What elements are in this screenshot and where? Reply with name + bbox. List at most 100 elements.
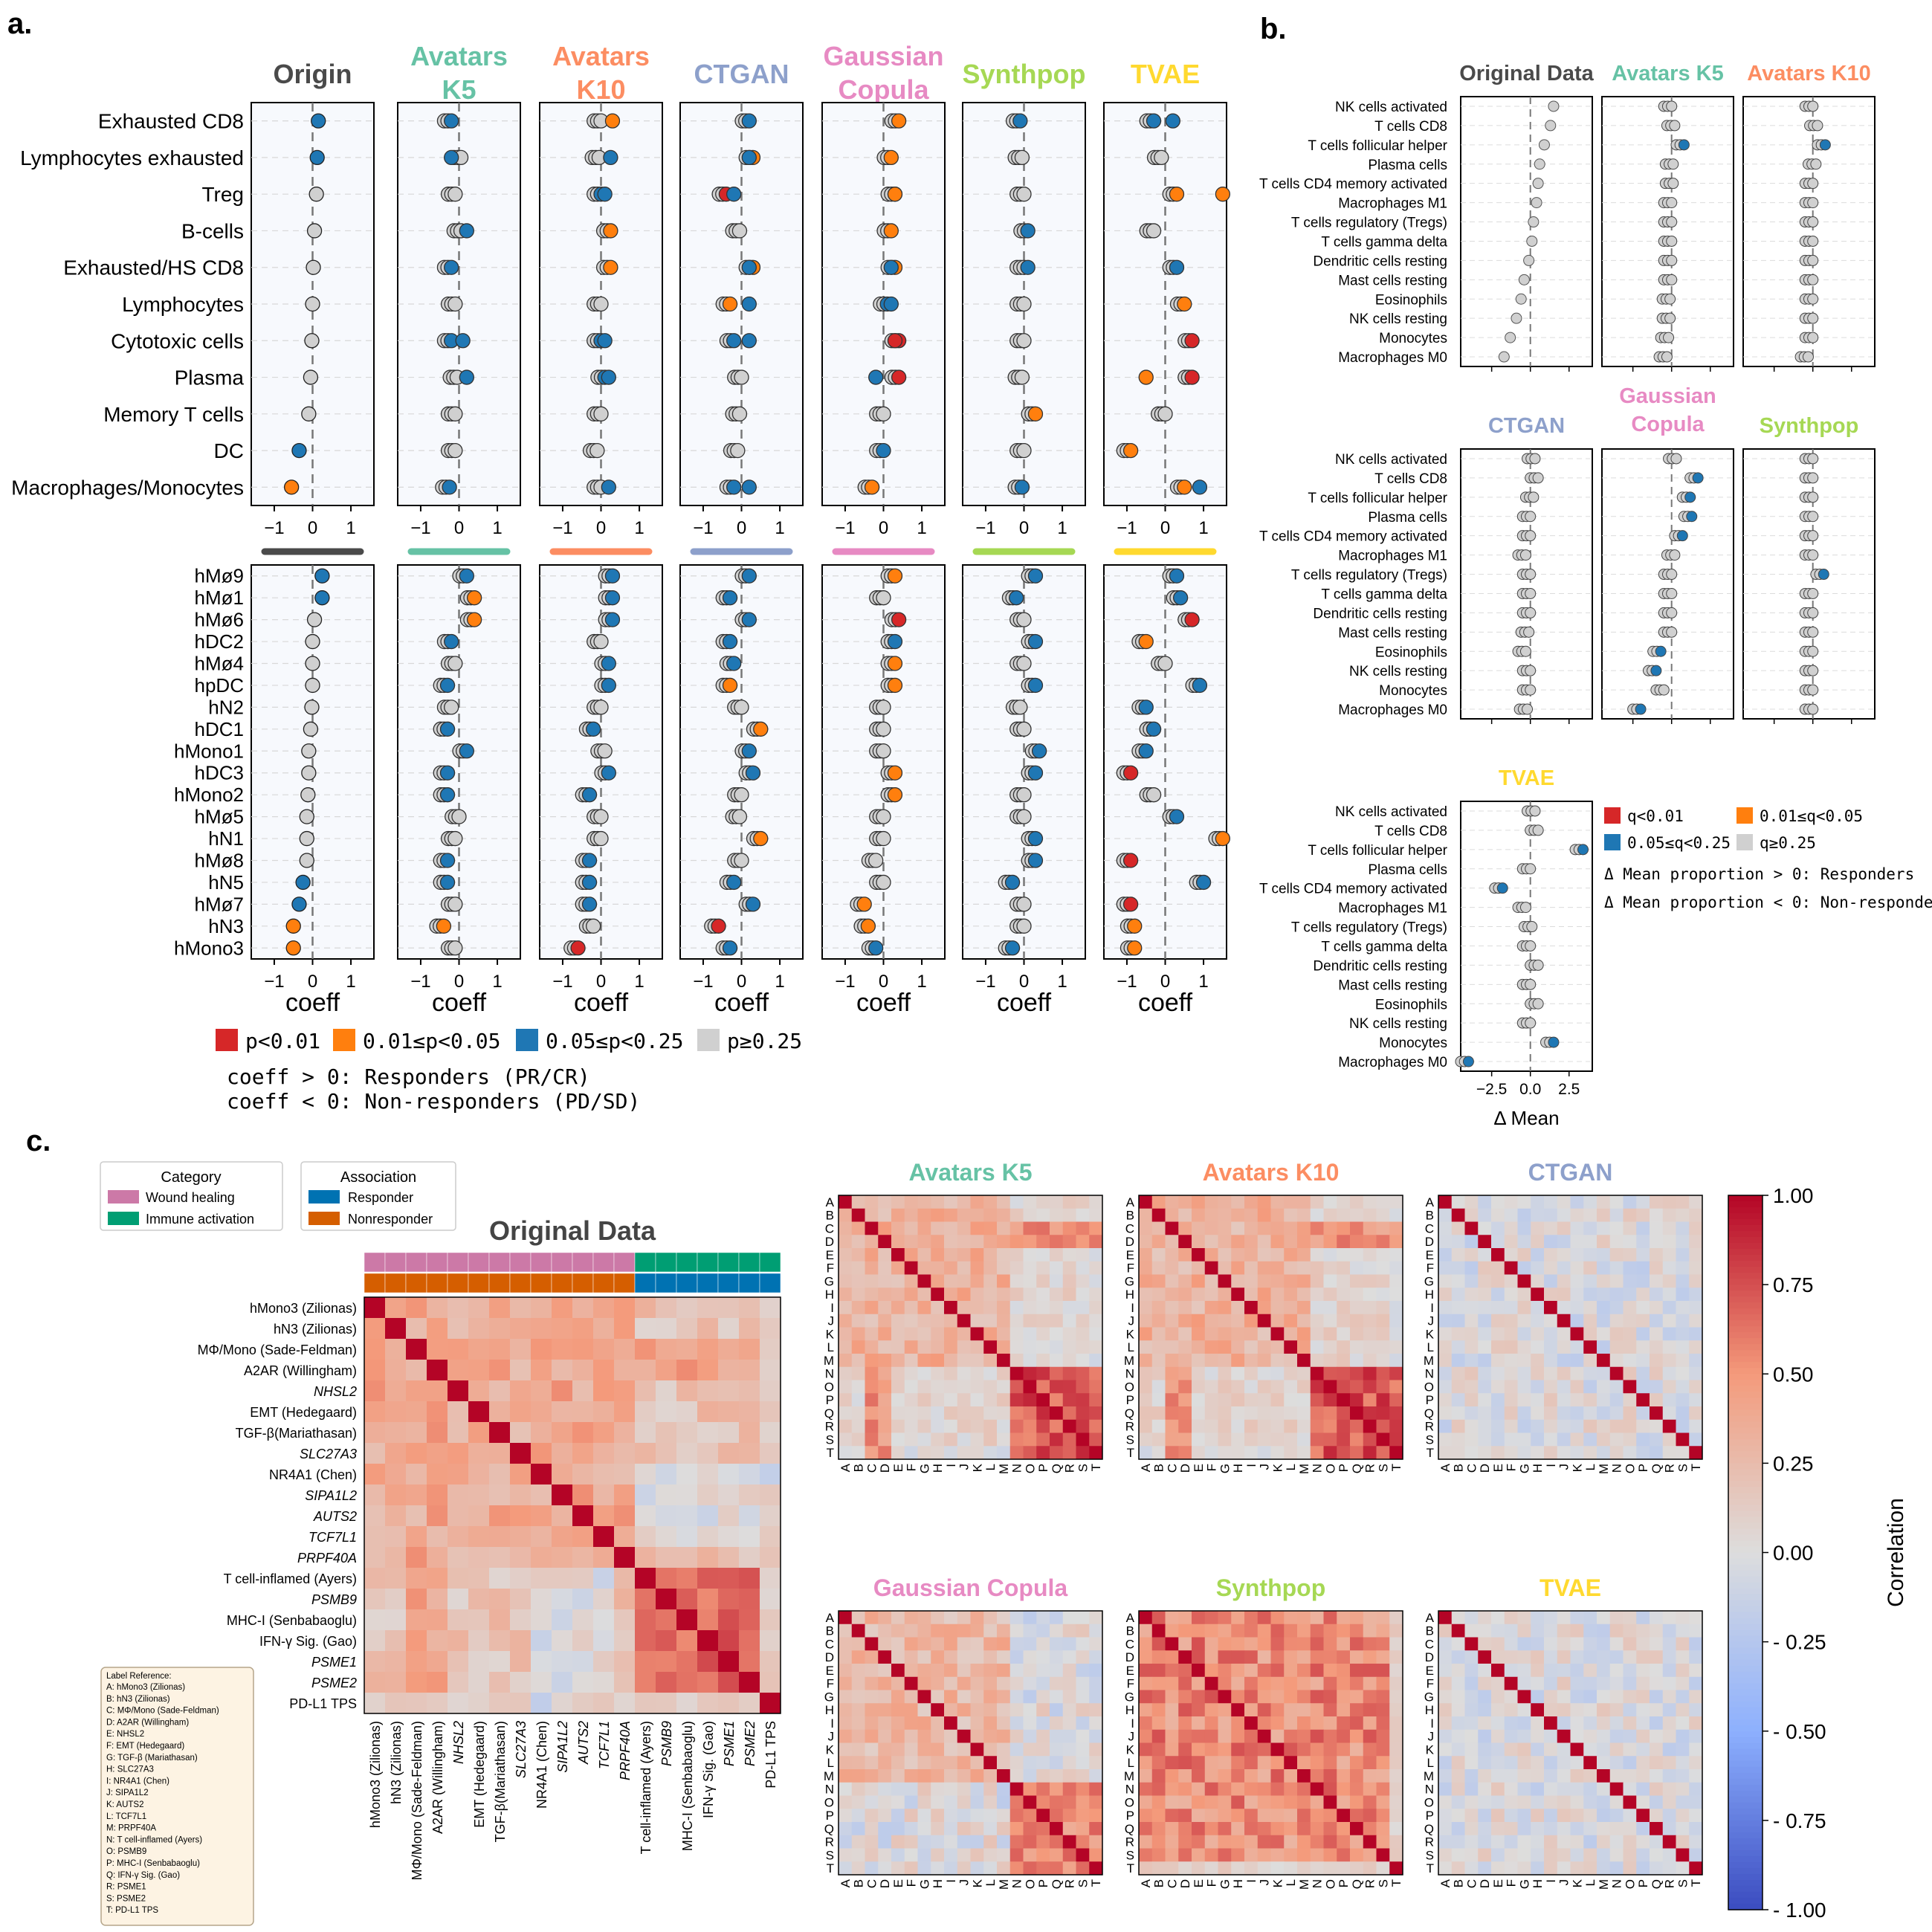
heatmap-cell — [1244, 1716, 1259, 1731]
heatmap-cell — [957, 1861, 971, 1876]
heatmap-cell — [1337, 1288, 1351, 1302]
heatmap-cell — [1438, 1380, 1453, 1394]
heatmap-cell — [739, 1630, 760, 1652]
heatmap-cell — [1557, 1314, 1571, 1328]
heatmap-cell — [957, 1835, 971, 1849]
heatmap-cell — [1478, 1650, 1492, 1664]
heatmap-cell — [891, 1769, 905, 1783]
heatmap-cell — [983, 1769, 998, 1783]
col-letter: E — [1491, 1464, 1505, 1472]
colorbar-segment — [1728, 1213, 1763, 1220]
category-label: hN2 — [208, 696, 244, 718]
heatmap-cell — [891, 1301, 905, 1315]
label-reference-item: L: TCF7L1 — [106, 1812, 146, 1821]
heatmap-cell — [1036, 1611, 1050, 1625]
heatmap-cell — [1270, 1769, 1285, 1783]
heatmap-cell — [1244, 1703, 1259, 1717]
heatmap-cell — [1544, 1419, 1558, 1433]
heatmap-cell — [1583, 1729, 1597, 1743]
row-letter: T — [1427, 1861, 1434, 1876]
data-point — [306, 223, 323, 239]
heatmap-cell — [385, 1339, 407, 1360]
row-letter: B — [826, 1209, 834, 1223]
heatmap-cell — [983, 1835, 998, 1849]
data-point — [299, 809, 314, 824]
heatmap-cell — [891, 1822, 905, 1836]
heatmap-cell — [1297, 1861, 1311, 1876]
heatmap-cell — [1676, 1809, 1690, 1823]
heatmap-cell — [614, 1568, 636, 1589]
heatmap-cell — [1544, 1327, 1558, 1341]
heatmap-cell — [406, 1547, 427, 1568]
heatmap-cell — [1023, 1861, 1037, 1876]
heatmap-cell — [448, 1651, 469, 1673]
heatmap-cell — [1151, 1432, 1166, 1447]
heatmap-cell — [851, 1637, 865, 1651]
heatmap-cell — [865, 1637, 879, 1651]
heatmap-cell — [1517, 1446, 1531, 1460]
heatmap-cell — [718, 1568, 740, 1589]
data-point — [1525, 665, 1537, 676]
heatmap-cell — [1062, 1848, 1076, 1862]
heatmap-cell — [1337, 1235, 1351, 1249]
data-point — [1215, 187, 1230, 202]
heatmap-cell — [1089, 1650, 1103, 1664]
heatmap-cell — [1389, 1742, 1403, 1757]
heatmap-cell — [839, 1301, 853, 1315]
heatmap-cell — [944, 1419, 958, 1433]
heatmap-cell — [448, 1505, 469, 1527]
col-letter: Q — [1650, 1464, 1664, 1473]
heatmap-cell — [1689, 1235, 1703, 1249]
heatmap-cell — [865, 1809, 879, 1823]
heatmap-cell — [1597, 1703, 1611, 1717]
heatmap-cell — [997, 1248, 1011, 1262]
heatmap-cell — [1337, 1261, 1351, 1275]
row-letter: R — [1425, 1420, 1434, 1434]
heatmap-cell — [1517, 1861, 1531, 1876]
data-point — [1519, 902, 1531, 914]
col-letter: S — [1076, 1464, 1090, 1472]
heatmap-cell — [1544, 1822, 1558, 1836]
heatmap-cell — [614, 1505, 636, 1527]
row-letter: E — [826, 1664, 834, 1678]
heatmap-cell — [917, 1637, 931, 1651]
heatmap-cell — [1504, 1742, 1518, 1757]
heatmap-cell — [1504, 1624, 1518, 1638]
col-letter: G — [917, 1464, 931, 1473]
heatmap-cell — [839, 1340, 853, 1354]
heatmap-cell — [1231, 1769, 1245, 1783]
heatmap-cell — [891, 1690, 905, 1704]
heatmap-cell — [904, 1314, 918, 1328]
heatmap-cell — [1451, 1716, 1465, 1731]
heatmap-cell — [427, 1464, 448, 1485]
data-point — [1511, 312, 1522, 324]
heatmap-cell — [1257, 1195, 1271, 1209]
heatmap-cell — [891, 1611, 905, 1625]
heatmap-cell — [1389, 1611, 1403, 1625]
data-point — [1807, 491, 1819, 503]
heatmap-cell — [1165, 1848, 1179, 1862]
heatmap-cell — [1062, 1195, 1076, 1209]
heatmap-cell — [718, 1297, 740, 1319]
heatmap-cell — [1363, 1611, 1377, 1625]
heatmap-cell — [1244, 1261, 1259, 1275]
heatmap-cell — [1089, 1340, 1103, 1354]
heatmap-cell — [427, 1630, 448, 1652]
heatmap-cell — [1676, 1795, 1690, 1809]
heatmap-cell — [1023, 1716, 1037, 1731]
heatmap-cell — [1676, 1327, 1690, 1341]
data-point — [887, 787, 903, 803]
data-point — [581, 787, 598, 803]
heatmap-cell — [676, 1693, 698, 1714]
heatmap-cell — [904, 1756, 918, 1770]
heatmap-cell — [1650, 1742, 1664, 1757]
heatmap-cell — [1570, 1624, 1584, 1638]
heatmap-cell — [891, 1393, 905, 1407]
category-label: Lymphocytes — [122, 293, 244, 316]
colorbar-segment — [1728, 1707, 1763, 1714]
heatmap-cell — [1478, 1848, 1492, 1862]
heatmap-cell — [1544, 1380, 1558, 1394]
data-point — [306, 259, 321, 275]
data-point — [1807, 684, 1819, 696]
heatmap-cell — [1478, 1822, 1492, 1836]
